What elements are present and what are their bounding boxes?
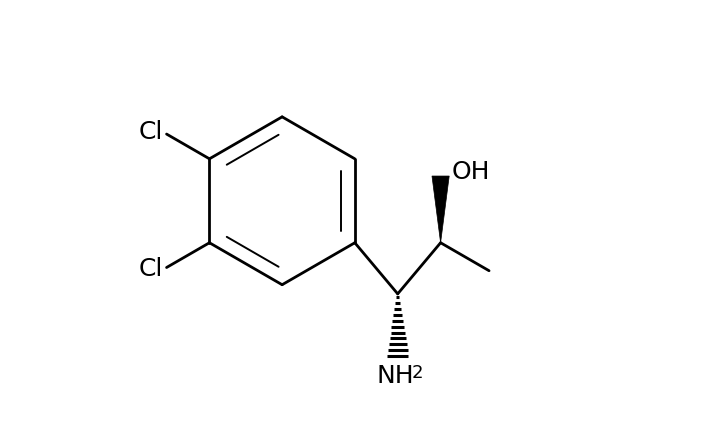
Text: 2: 2 (411, 364, 423, 382)
Polygon shape (432, 176, 449, 243)
Text: OH: OH (451, 160, 490, 184)
Text: NH: NH (377, 364, 414, 388)
Text: Cl: Cl (139, 120, 163, 144)
Text: Cl: Cl (139, 257, 163, 281)
